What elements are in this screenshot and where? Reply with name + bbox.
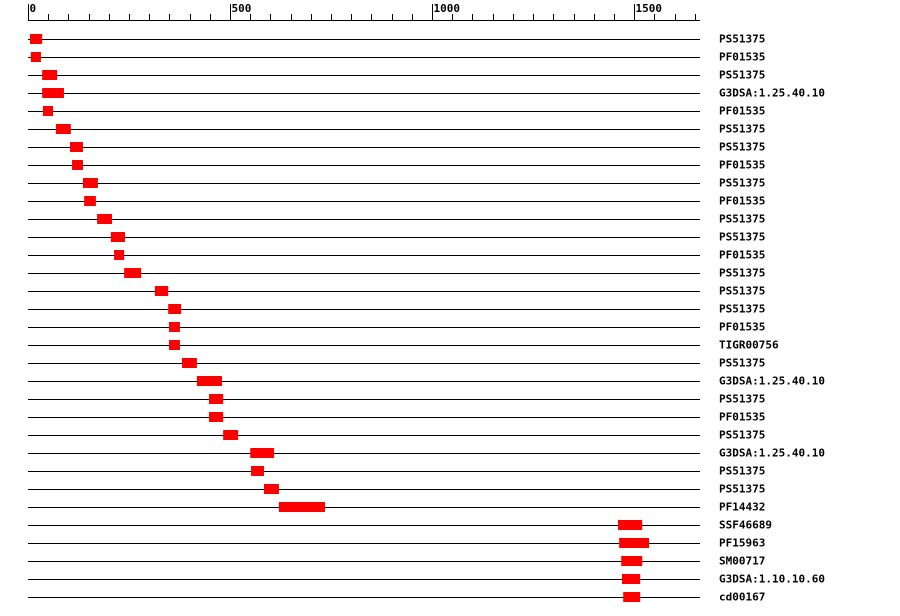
row-label: PS51375 <box>719 483 765 496</box>
x-tick-label: 500 <box>232 2 252 15</box>
domain-bar <box>169 322 180 332</box>
x-tick-label: 1500 <box>636 2 663 15</box>
row-label: cd00167 <box>719 591 765 604</box>
domain-bar <box>42 70 58 80</box>
domain-bar <box>278 502 326 512</box>
row-label: PS51375 <box>719 213 765 226</box>
domain-bar <box>154 286 169 296</box>
row-label: PS51375 <box>719 141 765 154</box>
row-label: SSF46689 <box>719 519 772 532</box>
domain-bar <box>619 538 650 548</box>
row-label: PF01535 <box>719 159 765 172</box>
row-label: SM00717 <box>719 555 765 568</box>
row-label: PS51375 <box>719 285 765 298</box>
row-label: G3DSA:1.25.40.10 <box>719 375 825 388</box>
domain-bar <box>84 196 96 206</box>
domain-bar <box>621 556 643 566</box>
domain-bar <box>181 358 197 368</box>
domain-bar <box>97 214 113 224</box>
domain-bar <box>169 340 180 350</box>
row-label: PF01535 <box>719 51 765 64</box>
x-tick-label: 1000 <box>434 2 461 15</box>
row-label: PF14432 <box>719 501 765 514</box>
domain-bar <box>263 484 279 494</box>
row-label: G3DSA:1.10.10.60 <box>719 573 825 586</box>
domain-bar <box>250 448 275 458</box>
domain-bar <box>209 412 224 422</box>
domain-bar <box>82 178 98 188</box>
row-label: PS51375 <box>719 429 765 442</box>
domain-bar <box>168 304 182 314</box>
domain-bar <box>110 232 125 242</box>
domain-bar <box>251 466 264 476</box>
row-label: PS51375 <box>719 267 765 280</box>
row-label: PS51375 <box>719 123 765 136</box>
domain-bar <box>622 574 641 584</box>
domain-bar <box>623 592 641 602</box>
row-label: PF01535 <box>719 105 765 118</box>
row-label: PS51375 <box>719 177 765 190</box>
domain-bar <box>42 106 54 116</box>
domain-bar <box>196 376 222 386</box>
row-label: PS51375 <box>719 33 765 46</box>
row-label: PF01535 <box>719 411 765 424</box>
domain-bar <box>223 430 239 440</box>
row-label: PS51375 <box>719 69 765 82</box>
domain-bar <box>209 394 224 404</box>
domain-bar <box>114 250 125 260</box>
row-label: PS51375 <box>719 393 765 406</box>
row-label: TIGR00756 <box>719 339 779 352</box>
row-label: PF15963 <box>719 537 765 550</box>
domain-bar <box>42 88 64 98</box>
domain-bar <box>30 34 43 44</box>
row-label: G3DSA:1.25.40.10 <box>719 447 825 460</box>
row-label: PS51375 <box>719 231 765 244</box>
row-label: PS51375 <box>719 303 765 316</box>
row-label: PF01535 <box>719 249 765 262</box>
row-label: G3DSA:1.25.40.10 <box>719 87 825 100</box>
row-label: PF01535 <box>719 321 765 334</box>
domain-bar <box>55 124 71 134</box>
domain-bar <box>124 268 142 278</box>
domain-bar <box>30 52 41 62</box>
row-label: PF01535 <box>719 195 765 208</box>
domain-bar <box>617 520 643 530</box>
domain-bar <box>70 142 83 152</box>
domain-bar <box>72 160 83 170</box>
row-label: PS51375 <box>719 465 765 478</box>
x-tick-label: 0 <box>30 2 37 15</box>
row-label: PS51375 <box>719 357 765 370</box>
